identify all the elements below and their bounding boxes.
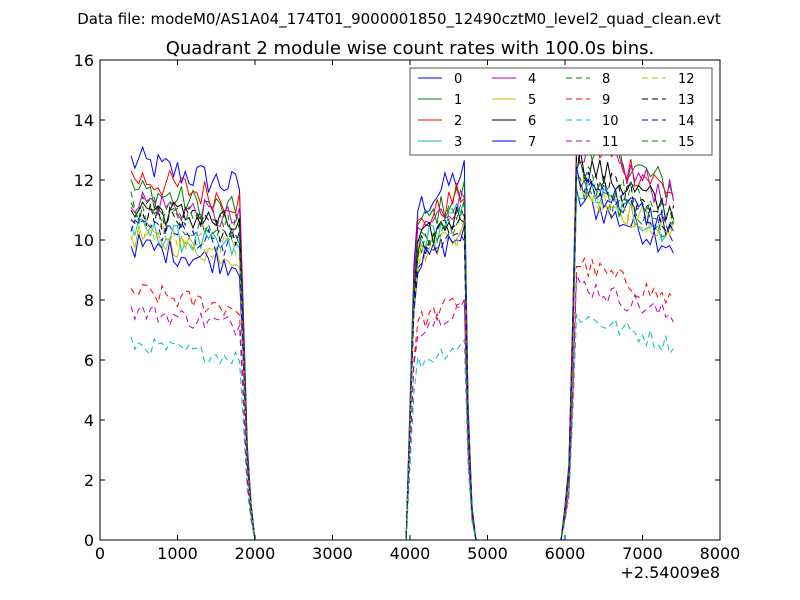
y-tick-label: 2 xyxy=(84,471,94,490)
legend-label-11: 11 xyxy=(602,135,619,150)
legend-box xyxy=(409,67,713,156)
legend-label-10: 10 xyxy=(602,114,619,129)
y-tick-label: 14 xyxy=(74,111,94,130)
legend-label-0: 0 xyxy=(454,72,462,87)
legend-label-8: 8 xyxy=(602,72,610,87)
x-tick-label: 8000 xyxy=(700,544,741,563)
series-line-14 xyxy=(130,166,674,541)
legend-label-2: 2 xyxy=(454,114,462,129)
x-tick-label: 6000 xyxy=(545,544,586,563)
legend-label-9: 9 xyxy=(602,93,610,108)
legend-label-3: 3 xyxy=(454,135,462,150)
series-line-13 xyxy=(130,153,674,541)
x-tick-label: 4000 xyxy=(390,544,431,563)
legend-label-4: 4 xyxy=(528,72,536,87)
series-layer xyxy=(130,123,674,541)
y-tick-label: 6 xyxy=(84,351,94,370)
x-offset-label: +2.54009e8 xyxy=(620,563,720,582)
x-tick-label: 7000 xyxy=(622,544,663,563)
x-tick-label: 0 xyxy=(95,544,105,563)
chart-title: Quadrant 2 module wise count rates with … xyxy=(166,38,655,59)
x-tick-label: 1000 xyxy=(157,544,198,563)
legend-label-12: 12 xyxy=(678,72,695,87)
data-file-label: Data file: modeM0/AS1A04_174T01_90000018… xyxy=(77,10,721,29)
x-tick-label: 5000 xyxy=(467,544,508,563)
series-line-8 xyxy=(130,173,674,541)
y-tick-label: 10 xyxy=(74,231,94,250)
legend-label-13: 13 xyxy=(678,93,695,108)
y-tick-label: 8 xyxy=(84,291,94,310)
series-line-11 xyxy=(130,274,674,541)
y-tick-label: 16 xyxy=(74,51,94,70)
series-line-5 xyxy=(130,174,674,541)
series-line-9 xyxy=(130,256,674,541)
y-tick-label: 12 xyxy=(74,171,94,190)
legend-label-14: 14 xyxy=(678,114,695,129)
legend-label-7: 7 xyxy=(528,135,536,150)
legend-label-15: 15 xyxy=(678,135,695,150)
y-tick-label: 4 xyxy=(84,411,94,430)
x-axis: 0 1000 2000 3000 4000 5000 6000 7000 8000 xyxy=(95,60,740,563)
x-tick-label: 3000 xyxy=(312,544,353,563)
legend-label-5: 5 xyxy=(528,93,536,108)
x-tick-label: 2000 xyxy=(235,544,276,563)
series-line-0 xyxy=(130,145,674,541)
legend-label-1: 1 xyxy=(454,93,462,108)
series-line-15 xyxy=(130,159,674,541)
legend-label-6: 6 xyxy=(528,114,536,129)
y-tick-label: 0 xyxy=(84,531,94,550)
